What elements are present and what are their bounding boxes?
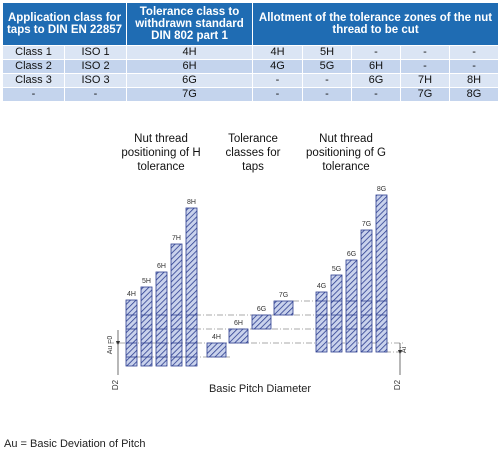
table-cell: Class 1 bbox=[2, 45, 65, 60]
header-row: Application class for taps to DIN EN 228… bbox=[2, 2, 500, 46]
table-cell: - bbox=[302, 87, 352, 102]
tap-block bbox=[273, 300, 294, 316]
table-row: Class 2 ISO 2 6H 4G 5G 6H - - bbox=[2, 59, 500, 74]
bar-label: 7G bbox=[362, 221, 371, 228]
bar-label: 7H bbox=[172, 235, 181, 242]
table-cell: - bbox=[252, 73, 303, 88]
bar-label: 5G bbox=[332, 266, 341, 273]
label: D2 bbox=[111, 379, 120, 390]
header-cell: Application class for taps to DIN EN 228… bbox=[2, 2, 127, 46]
tap-label: 7G bbox=[279, 292, 288, 299]
tap-label: 4H bbox=[212, 334, 221, 341]
table-cell: ISO 1 bbox=[64, 45, 127, 60]
table-cell: 7G bbox=[126, 87, 253, 102]
header-cell: Tolerance class to withdrawn standard DI… bbox=[126, 2, 253, 46]
table: Application class for taps to DIN EN 228… bbox=[2, 2, 500, 102]
bar-label: 6H bbox=[157, 263, 166, 270]
bar-label: 5H bbox=[142, 278, 151, 285]
tolerance-bar bbox=[345, 259, 358, 353]
label: D2 bbox=[393, 379, 402, 390]
tolerance-bar bbox=[185, 207, 198, 367]
bar-label: 8H bbox=[187, 199, 196, 206]
table-cell: 8G bbox=[448, 87, 500, 102]
tolerance-bar bbox=[125, 299, 138, 367]
tolerance-bar bbox=[375, 194, 388, 353]
tolerance-bar bbox=[315, 291, 328, 353]
tap-label: 6H bbox=[234, 320, 243, 327]
table-cell: 7G bbox=[400, 87, 450, 102]
table-cell: - bbox=[302, 73, 352, 88]
tap-label: 6G bbox=[257, 306, 266, 313]
bar-label: 6G bbox=[347, 251, 356, 258]
table-cell: 4H bbox=[126, 45, 253, 60]
bar-label: 4H bbox=[127, 291, 136, 298]
tap-block bbox=[206, 342, 227, 358]
tolerance-bar bbox=[330, 274, 343, 353]
tap-block bbox=[251, 314, 272, 330]
axis-label: Basic Pitch Diameter bbox=[209, 383, 311, 395]
tolerance-bar bbox=[170, 243, 183, 367]
table-row: - -7G - - -7G 8G bbox=[2, 87, 500, 102]
heading: Nut thread positioning of H tolerance bbox=[121, 133, 201, 173]
table-cell: - bbox=[351, 45, 401, 60]
table-cell: 6H bbox=[351, 59, 401, 74]
heading: Tolerance classes for taps bbox=[225, 133, 281, 173]
table-cell: 4G bbox=[252, 59, 303, 74]
heading: Nut thread positioning of G tolerance bbox=[306, 133, 386, 173]
label: Au =0 bbox=[107, 336, 114, 355]
table-cell: - bbox=[64, 87, 127, 102]
table-cell: - bbox=[252, 87, 303, 102]
table-cell: - bbox=[2, 87, 65, 102]
tolerance-bar bbox=[140, 286, 153, 367]
table-cell: ISO 2 bbox=[64, 59, 127, 74]
table-cell: 4H bbox=[252, 45, 303, 60]
tolerance-bar bbox=[155, 271, 168, 367]
footnote: Au = Basic Deviation of Pitch bbox=[4, 438, 146, 450]
table-cell: 7H bbox=[400, 73, 450, 88]
header-cell: Allotment of the tolerance zones of the … bbox=[251, 2, 500, 46]
bar-label: 4G bbox=[317, 283, 326, 290]
table-cell: - bbox=[400, 59, 450, 74]
bar-label: 8G bbox=[377, 186, 386, 193]
table-cell: Class 3 bbox=[2, 73, 65, 88]
tap-block bbox=[228, 328, 249, 344]
table-cell: 8H bbox=[448, 73, 500, 88]
table-cell: 5H bbox=[302, 45, 352, 60]
label: Ai bbox=[401, 346, 408, 353]
tolerance-bar bbox=[360, 229, 373, 353]
table-row: Class 1 ISO 1 4H 4H 5H - - - bbox=[2, 45, 500, 60]
